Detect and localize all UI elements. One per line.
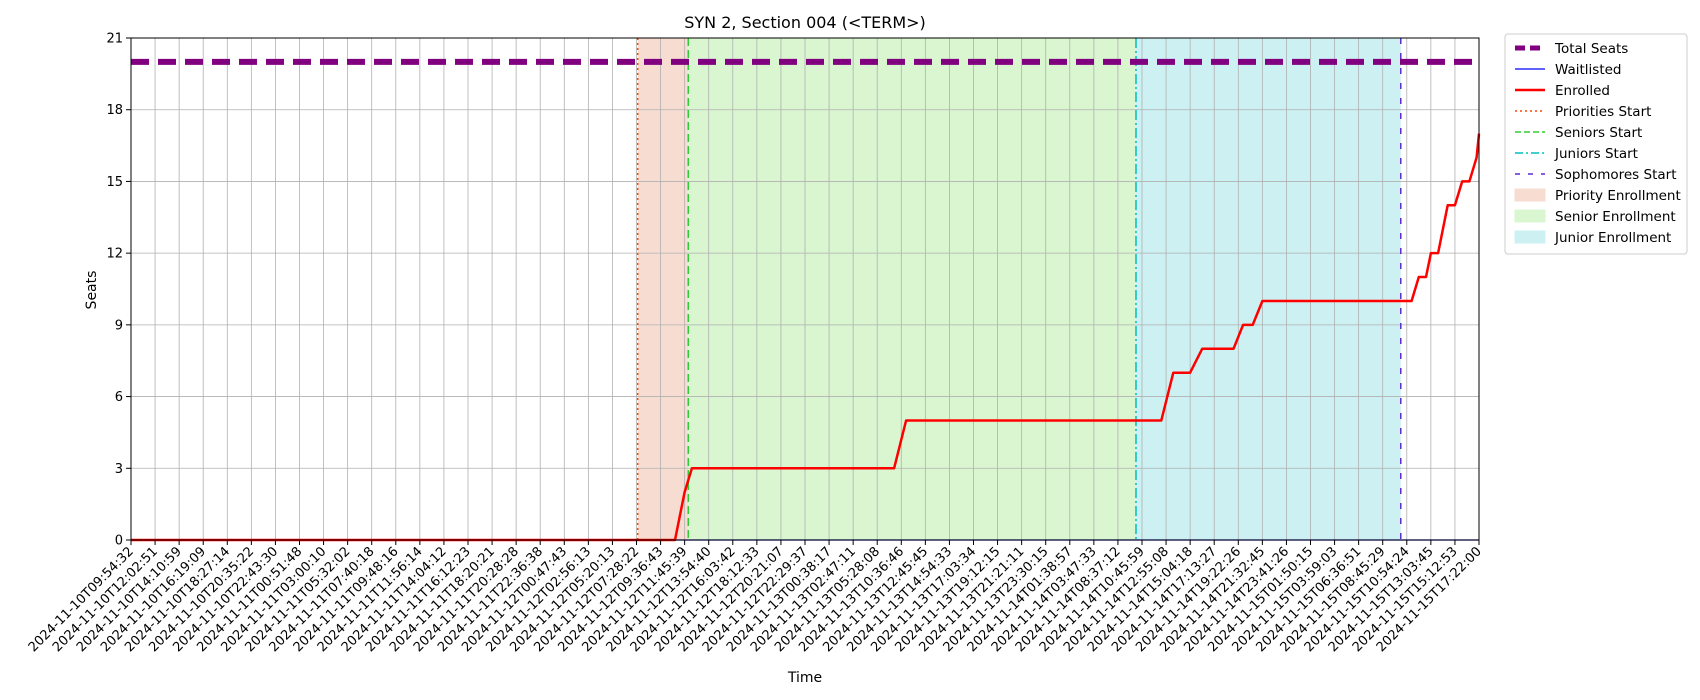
y-tick-label: 9: [115, 318, 123, 333]
series-enrolled: [131, 133, 1481, 542]
legend: Total Seats Waitlisted Enrolled Priorities …: [1504, 33, 1688, 255]
span-senior-enrollment: [688, 38, 1136, 540]
legend-label: Senior Enrollment: [1555, 209, 1676, 225]
legend-swatch-senior-enrollment: [1514, 209, 1546, 223]
y-axis: 0 3 6 9 12 15 18 21: [106, 32, 131, 549]
span-priority-enrollment: [637, 38, 689, 540]
legend-label: Juniors Start: [1554, 146, 1638, 162]
y-tick-label: 12: [106, 247, 123, 262]
legend-label: Enrolled: [1555, 83, 1610, 99]
legend-box: [1504, 33, 1688, 255]
phase-start-lines: [636, 38, 1402, 540]
legend-label: Priorities Start: [1555, 104, 1651, 120]
x-axis-title: Time: [787, 670, 822, 686]
span-junior-enrollment: [1135, 38, 1401, 540]
y-tick-label: 18: [106, 103, 123, 118]
legend-label: Total Seats: [1554, 41, 1628, 57]
legend-swatch-junior-enrollment: [1514, 230, 1546, 244]
y-axis-title: Seats: [84, 271, 100, 310]
enrollment-period-spans: [637, 38, 1401, 540]
y-tick-label: 0: [115, 534, 123, 549]
legend-swatch-priority-enrollment: [1514, 188, 1546, 202]
legend-label: Waitlisted: [1555, 62, 1622, 78]
legend-label: Sophomores Start: [1555, 167, 1677, 183]
legend-label: Seniors Start: [1555, 125, 1642, 141]
legend-label: Priority Enrollment: [1555, 188, 1681, 204]
y-tick-label: 15: [106, 175, 123, 190]
chart-title: SYN 2, Section 004 (<TERM>): [684, 13, 926, 32]
y-tick-label: 21: [106, 32, 123, 47]
y-tick-label: 6: [115, 390, 123, 405]
legend-label: Junior Enrollment: [1554, 230, 1671, 246]
y-tick-label: 3: [115, 462, 123, 477]
